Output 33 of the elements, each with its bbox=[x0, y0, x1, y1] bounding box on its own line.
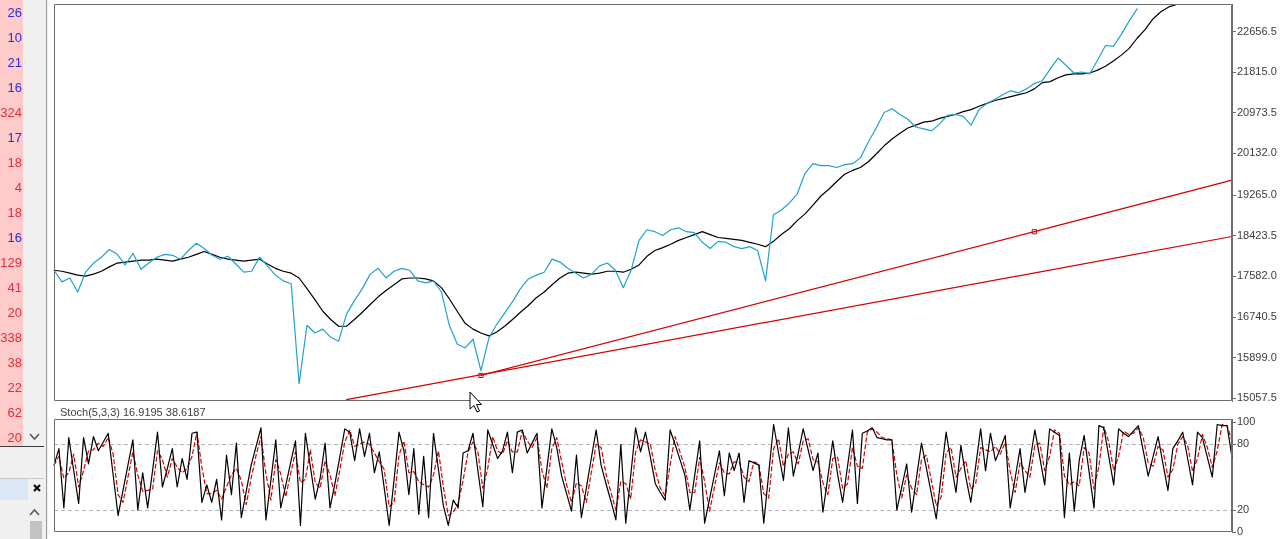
y-tick-label: 16740.5 bbox=[1237, 310, 1277, 323]
text: 20 bbox=[7, 430, 22, 446]
y-tick-label: 20973.5 bbox=[1237, 105, 1277, 118]
y-tick-label: 0 bbox=[1237, 525, 1244, 538]
text: 17 bbox=[7, 130, 22, 146]
y-tick-label: 17582.0 bbox=[1237, 269, 1277, 282]
text: 41 bbox=[7, 280, 22, 296]
text: 10 bbox=[7, 30, 22, 46]
y-tick-label: 15057.5 bbox=[1237, 391, 1277, 404]
text: 38 bbox=[7, 355, 22, 371]
text: 62 bbox=[7, 405, 22, 421]
y-tick-label: 22656.5 bbox=[1237, 24, 1277, 37]
text: 20 bbox=[7, 305, 22, 321]
y-tick-label: 19265.0 bbox=[1237, 188, 1277, 201]
y-tick-label: 15899.0 bbox=[1237, 350, 1277, 363]
y-tick-label: 18423.5 bbox=[1237, 228, 1277, 241]
text: 4 bbox=[14, 180, 22, 196]
y-tick-label: 100 bbox=[1237, 415, 1256, 428]
y-tick-label: 21815.0 bbox=[1237, 65, 1277, 78]
text: 22 bbox=[7, 380, 22, 396]
text: 26 bbox=[7, 5, 22, 21]
y-tick-label: 80 bbox=[1237, 437, 1250, 450]
text: 18 bbox=[7, 155, 22, 171]
text: 21 bbox=[7, 55, 22, 71]
text: 16 bbox=[7, 80, 22, 96]
y-tick-label: 20 bbox=[1237, 503, 1250, 516]
y-tick-label: 20132.0 bbox=[1237, 146, 1277, 159]
text: 16 bbox=[7, 230, 22, 246]
text: 129 bbox=[0, 255, 22, 271]
text: 338 bbox=[0, 330, 22, 346]
text: 324 bbox=[0, 105, 22, 121]
text: 18 bbox=[7, 205, 22, 221]
chart-title: Stoch(5,3,3) 16.9195 38.6187 bbox=[60, 405, 206, 418]
